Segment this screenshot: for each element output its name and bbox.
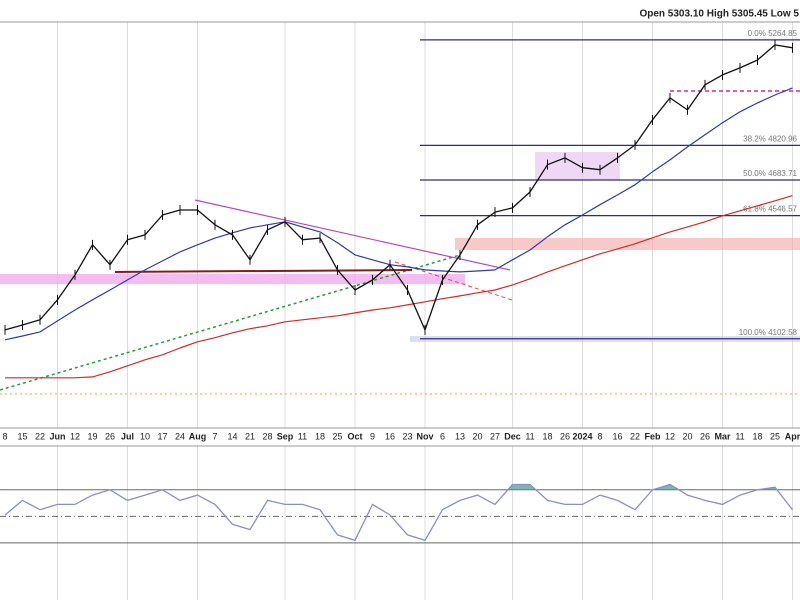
x-tick-label: 10 [140,431,150,441]
fib-label: 61.8% 4546.57 [743,205,797,214]
x-tick-label: 22 [35,431,45,441]
x-tick-label: 16 [612,431,622,441]
moving-average [4,87,793,341]
fib-label: 38.2% 4820.96 [743,135,797,144]
x-tick-label: 26 [700,431,710,441]
x-tick-label: 19 [87,431,97,441]
x-tick-label: 12 [70,431,80,441]
x-tick-label: 22 [630,431,640,441]
x-tick-label: 25 [332,431,342,441]
x-tick-label: 18 [315,431,325,441]
x-tick-label: Feb [644,431,661,441]
x-tick-label: 20 [682,431,692,441]
x-tick-label: 8 [597,431,602,441]
x-tick-label: 17 [157,431,167,441]
x-tick-label: Nov [416,431,433,441]
x-tick-label: 15 [17,431,27,441]
x-tick-label: 14 [227,431,237,441]
x-tick-label: 26 [105,431,115,441]
x-tick-label: Jul [121,431,134,441]
x-tick-label: 16 [385,431,395,441]
support-zone [0,274,465,284]
x-tick-label: Aug [189,431,207,441]
ohlc-header: Open 5303.10 High 5305.45 Low 5 [639,9,799,20]
x-tick-label: Dec [504,431,521,441]
x-tick-label: Mar [714,431,731,441]
x-tick-label: 25 [770,431,780,441]
x-tick-label: Jun [49,431,65,441]
indicator-pane [0,483,800,544]
moving-average [5,195,793,379]
grid [57,22,793,600]
x-tick-label: 9 [370,431,375,441]
x-tick-label: 18 [752,431,762,441]
axes: 8 15 22 Jun 12 19 26 Jul 10 17 24 Aug 7 14 21 28 Sep 11 18… [2,431,800,441]
horizontal-line [114,269,413,273]
x-tick-label: 8 [2,431,7,441]
fib-label: 0.0% 5264.85 [748,29,798,38]
x-tick-label: 24 [175,431,185,441]
x-tick-label: 6 [440,431,445,441]
fib-label: 50.0% 4683.71 [743,169,797,178]
x-tick-label: 26 [560,431,570,441]
x-tick-label: 11 [525,431,534,441]
x-tick-label: 21 [245,431,255,441]
price-line [4,44,793,331]
x-tick-label: Apr [785,431,800,441]
indicator-line [4,483,794,542]
x-tick-label: 11 [735,431,744,441]
x-tick-label: 2024 [572,431,592,441]
x-tick-label: 20 [472,431,482,441]
x-tick-label: 11 [298,431,307,441]
x-tick-label: 18 [542,431,552,441]
x-tick-label: 13 [455,431,465,441]
price-pane: 0.0% 5264.85 38.2% 4820.96 50.0% 4683.71 61… [4,29,800,379]
x-tick-label: 7 [212,431,217,441]
fib-label: 100.0% 4102.58 [739,328,798,337]
x-tick-label: Sep [277,431,294,441]
x-tick-label: 12 [665,431,675,441]
x-tick-label: 27 [490,431,500,441]
x-tick-label: 28 [262,431,272,441]
resistance-zone [455,238,800,250]
x-tick-label: 23 [402,431,412,441]
x-tick-label: Oct [347,431,362,441]
uptrend-line [0,254,461,391]
